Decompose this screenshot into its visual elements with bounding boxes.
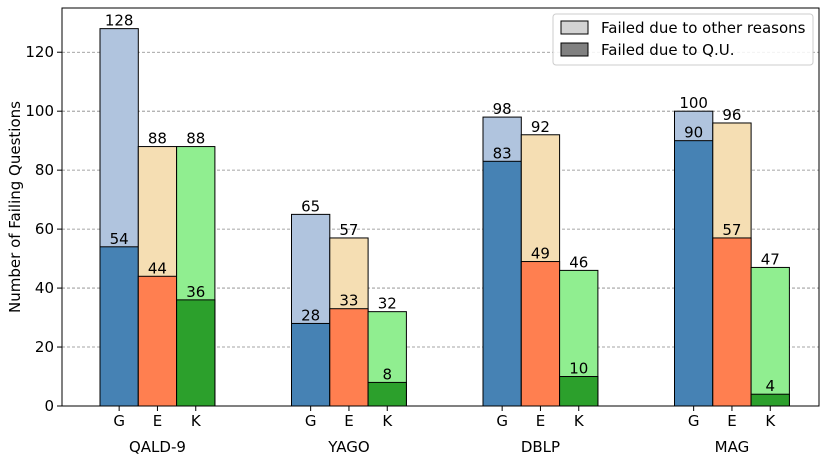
x-tick-label: E — [727, 412, 736, 430]
total-value-label: 47 — [761, 250, 780, 268]
bar-qu — [329, 308, 369, 407]
bar-qu — [367, 381, 407, 407]
qu-value-label: 28 — [301, 306, 320, 324]
x-tick-label: G — [688, 412, 700, 430]
bars — [99, 28, 790, 407]
total-value-label: 88 — [186, 130, 205, 148]
legend-box — [552, 13, 814, 66]
legend-label: Failed due to Q.U. — [601, 41, 734, 59]
group-label: MAG — [715, 438, 750, 456]
group-label: DBLP — [521, 438, 560, 456]
qu-value-label: 90 — [684, 124, 703, 142]
qu-value-label: 4 — [765, 377, 775, 395]
bar-qu — [712, 237, 752, 407]
bar-qu — [99, 246, 139, 407]
legend-swatch — [560, 20, 589, 35]
legend: Failed due to other reasons Failed due to… — [552, 13, 814, 66]
x-tick-label: K — [574, 412, 585, 430]
qu-value-label: 57 — [722, 221, 741, 239]
bar-qu — [137, 275, 178, 407]
bar-qu — [176, 299, 216, 407]
y-tick-label: 100 — [25, 102, 54, 120]
x-tick-label: K — [191, 412, 202, 430]
group-label: YAGO — [327, 438, 369, 456]
y-tick-label: 20 — [35, 338, 54, 356]
qu-value-label: 8 — [382, 365, 392, 383]
value-labels: 128 54 88 44 88 36 65 28 57 33 32 8 98 83 92 49 46 10 100 9… — [105, 12, 780, 396]
y-tick-label: 60 — [35, 220, 54, 238]
x-tick-label: E — [153, 412, 162, 430]
total-value-label: 32 — [378, 295, 397, 313]
legend-label: Failed due to other reasons — [601, 19, 806, 37]
qu-value-label: 10 — [569, 360, 588, 378]
qu-value-label: 54 — [110, 230, 129, 248]
total-value-label: 65 — [301, 197, 320, 215]
qu-value-label: 36 — [186, 283, 205, 301]
legend-swatch — [560, 42, 589, 57]
bar-qu — [559, 376, 599, 407]
y-axis-label: Number of Failing Questions — [6, 101, 24, 313]
bar-qu — [482, 160, 522, 407]
total-value-label: 98 — [493, 100, 512, 118]
bar-qu — [291, 322, 331, 407]
qu-value-label: 33 — [339, 292, 358, 310]
x-tick-label: G — [305, 412, 317, 430]
total-value-label: 92 — [531, 118, 550, 136]
qu-value-label: 44 — [148, 259, 167, 277]
x-tick-label: K — [765, 412, 776, 430]
x-tick-label: E — [536, 412, 545, 430]
x-tick-label: K — [382, 412, 393, 430]
y-tick-label: 80 — [35, 161, 54, 179]
x-tick-label: G — [113, 412, 125, 430]
qu-value-label: 83 — [493, 144, 512, 162]
group-label: QALD-9 — [129, 438, 186, 456]
bar-other-reasons — [750, 266, 790, 407]
total-value-label: 100 — [679, 94, 708, 112]
total-value-label: 88 — [148, 130, 167, 148]
y-tick-label: 0 — [44, 397, 54, 415]
bar-qu — [520, 261, 561, 407]
x-tick-label: G — [496, 412, 508, 430]
y-tick-label: 40 — [35, 279, 54, 297]
total-value-label: 46 — [569, 253, 588, 271]
total-value-label: 96 — [722, 106, 741, 124]
plot-frame — [61, 7, 820, 407]
qu-value-label: 49 — [531, 245, 550, 263]
y-axis: 0 20 40 60 80 100 120 — [25, 43, 62, 415]
total-value-label: 128 — [105, 12, 134, 30]
bar-qu — [750, 393, 790, 407]
x-tick-label: E — [344, 412, 353, 430]
total-value-label: 57 — [339, 221, 358, 239]
y-tick-label: 120 — [25, 43, 54, 61]
bar-qu — [674, 140, 714, 407]
